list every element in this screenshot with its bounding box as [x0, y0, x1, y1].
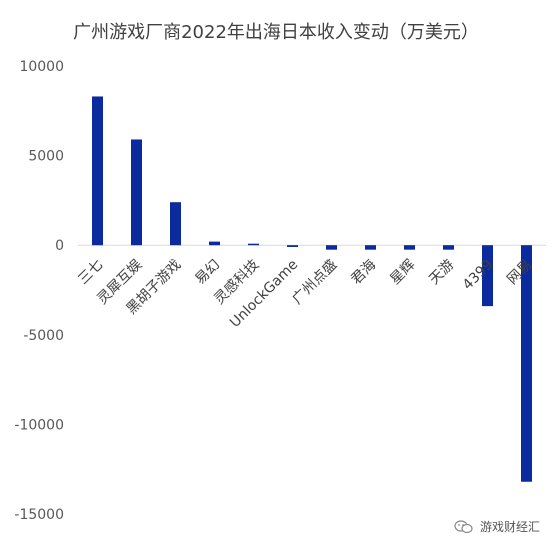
bar — [326, 245, 337, 250]
y-tick-label: 0 — [55, 238, 64, 254]
x-tick-label: 三七 — [75, 257, 106, 288]
bar — [365, 245, 376, 250]
bar — [170, 202, 181, 246]
bar — [482, 245, 493, 307]
bar — [287, 245, 298, 247]
bar — [404, 245, 415, 250]
bar — [443, 245, 454, 250]
x-tick-label: 天游 — [426, 257, 457, 288]
x-tick-label: UnlockGame — [227, 257, 301, 331]
watermark-text: 游戏财经汇 — [479, 520, 540, 534]
watermark: 游戏财经汇 — [454, 518, 540, 535]
y-tick-label: -10000 — [14, 417, 64, 433]
bar — [248, 243, 259, 246]
x-tick-label: 星辉 — [387, 257, 418, 288]
bar — [131, 139, 142, 246]
wechat-icon — [454, 519, 473, 533]
y-tick-label: -5000 — [23, 328, 64, 344]
x-tick-label: 易幻 — [192, 257, 223, 288]
y-tick-label: 10000 — [19, 59, 64, 75]
x-tick-label: 君海 — [348, 257, 379, 288]
bar — [92, 96, 103, 246]
bar — [521, 245, 532, 482]
chart-title: 广州游戏厂商2022年出海日本收入变动（万美元） — [73, 22, 479, 43]
y-tick-label: -15000 — [14, 507, 64, 523]
y-tick-label: 5000 — [28, 149, 64, 165]
bar — [209, 241, 220, 246]
